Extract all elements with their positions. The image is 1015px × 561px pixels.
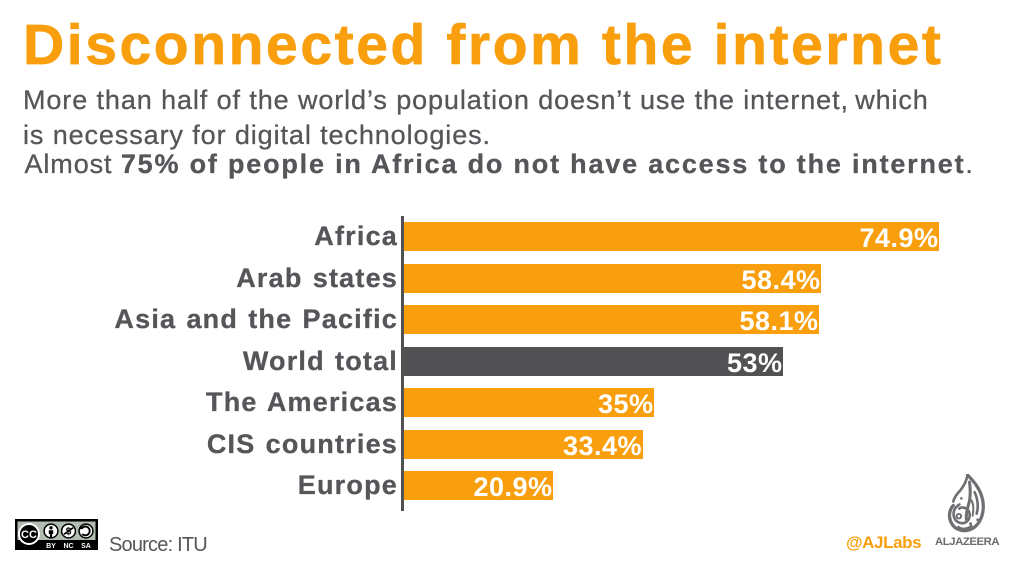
svg-text:SA: SA [81,543,91,550]
svg-text:BY: BY [46,543,56,550]
svg-text:CC: CC [21,529,37,541]
svg-text:NC: NC [63,543,73,550]
